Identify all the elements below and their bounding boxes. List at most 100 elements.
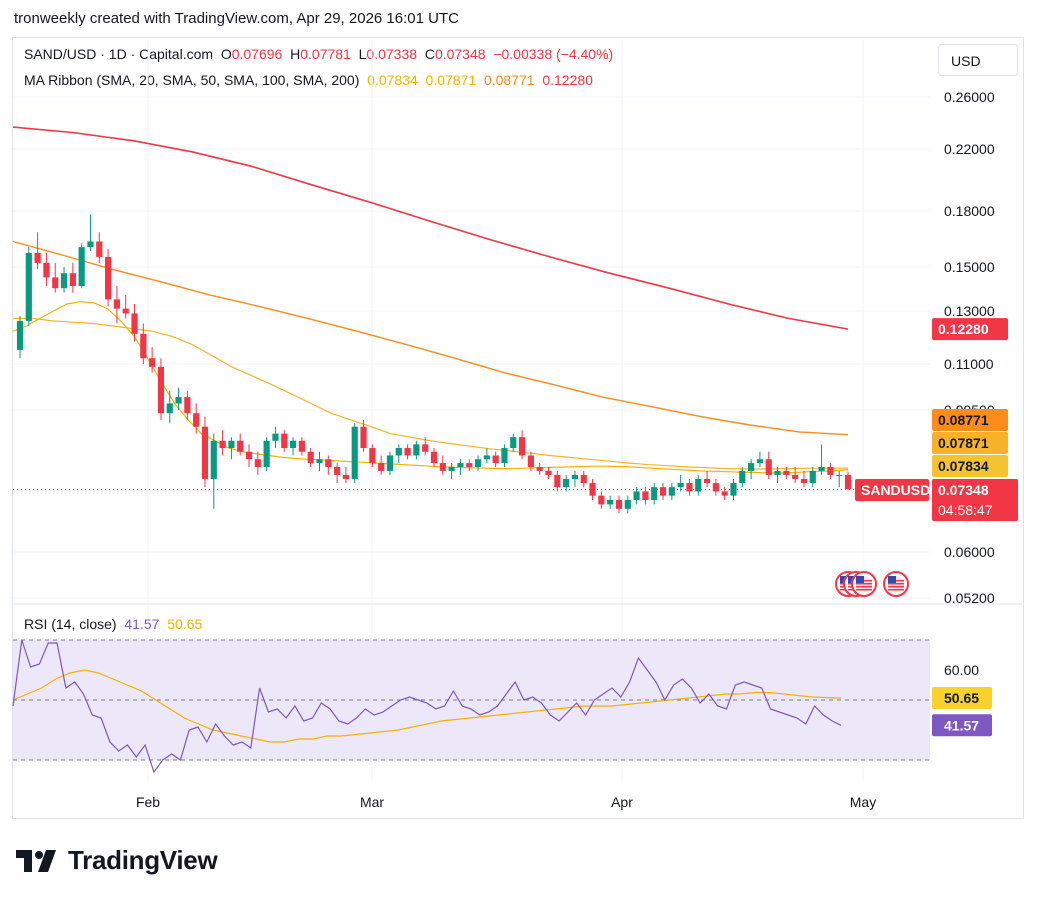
rsi-title[interactable]: RSI (14, close) [24, 616, 117, 632]
candle-body [792, 474, 799, 479]
candle-body [598, 495, 605, 505]
price-tick-label: 0.11000 [944, 356, 994, 372]
flag-stripe [856, 589, 872, 591]
candle-body [342, 474, 349, 479]
candle-body [659, 487, 667, 496]
candle-body [140, 333, 147, 359]
candle-body [589, 483, 596, 496]
ma50-line [13, 317, 849, 470]
us-flag-icon[interactable] [851, 571, 877, 597]
rsi-line [12, 639, 842, 774]
us-flag-icon[interactable] [883, 571, 909, 597]
currency-button[interactable]: USD [938, 44, 1018, 76]
candle-body [298, 440, 305, 452]
flag-stripe [888, 583, 904, 585]
ma-ribbon-title[interactable]: MA Ribbon (SMA, 20, SMA, 50, SMA, 100, S… [24, 72, 360, 88]
rsi-legend-ma-value: 50.65 [167, 616, 203, 632]
candle-body [527, 455, 534, 467]
price-tick-label: 0.22000 [944, 141, 995, 157]
candle-body [422, 444, 429, 452]
rsi-tick-label: 60.00 [944, 662, 979, 678]
candle-body [827, 466, 834, 475]
ma20-line [12, 301, 849, 474]
candle-body [193, 413, 200, 427]
ma100-badge: 0.08771 [938, 412, 989, 428]
candle-body [651, 487, 658, 500]
rsi-ma-badge: 50.65 [944, 690, 979, 706]
time-tick-label: Mar [360, 794, 384, 810]
candle-body [96, 241, 103, 257]
price-axis[interactable]: 0.26000 0.22000 0.18000 0.15000 0.13000 0.110… [944, 89, 995, 606]
ma20-value: 0.07834 [367, 72, 418, 88]
high-label: H [290, 46, 301, 62]
time-axis[interactable]: Feb Mar Apr May [136, 794, 876, 810]
chart-frame[interactable] [12, 37, 1024, 819]
low-value: 0.07338 [366, 46, 418, 62]
symbol-label[interactable]: SAND/USD · 1D · Capital.com [24, 46, 214, 62]
low-label: L [358, 46, 367, 62]
ma-ribbon [12, 126, 849, 474]
candle-body [695, 478, 702, 492]
flag-stripe [856, 586, 872, 588]
candle-body [16, 320, 24, 350]
ma-ribbon-legend: MA Ribbon (SMA, 20, SMA, 50, SMA, 100, S… [24, 72, 593, 88]
ma200-badge: 0.12280 [938, 321, 989, 337]
rsi-ma-line [12, 669, 842, 743]
rsi-badge-bg [932, 714, 992, 737]
tradingview-logo-text: TradingView [68, 845, 218, 875]
price-tick-label: 0.18000 [944, 203, 995, 219]
price-legend: SAND/USD · 1D · Capital.com O0.07696 H0.… [24, 46, 613, 62]
countdown-badge: 04:58:47 [938, 502, 993, 518]
candle-body [113, 299, 120, 309]
candle-body [34, 252, 41, 263]
time-tick-label: Feb [136, 794, 160, 810]
candle-body [501, 448, 508, 464]
candle-body [325, 459, 332, 467]
rsi-legend: RSI (14, close) 41.57 50.65 [24, 616, 202, 632]
candle-body [149, 358, 156, 367]
ma200-value: 0.12280 [542, 72, 593, 88]
ma200-badge-bg [932, 318, 1008, 341]
price-tick-label: 0.06000 [944, 544, 995, 560]
ma100-badge-bg [932, 409, 1008, 431]
candle-body [360, 426, 367, 449]
price-tick-label: 0.15000 [944, 259, 995, 275]
candle-body [263, 440, 270, 467]
candle-body [184, 397, 191, 414]
candle-body [351, 426, 358, 479]
candle-body [607, 499, 614, 505]
candle-body [307, 451, 314, 464]
candles [13, 214, 930, 514]
candle-body [739, 470, 746, 484]
candle-body [615, 499, 623, 509]
candle-body [43, 262, 50, 278]
flag-canton [856, 576, 864, 583]
candle-body [210, 440, 217, 479]
ma50-badge-bg [932, 432, 1008, 454]
candle-body [334, 466, 341, 475]
candle-body [545, 470, 552, 475]
candle-body [52, 277, 59, 289]
candle-body [87, 241, 94, 248]
candle-body [395, 448, 402, 456]
chart-attribution: tronweekly created with TradingView.com,… [14, 10, 459, 27]
candle-body [378, 463, 385, 471]
symbol-badge-bg [855, 479, 929, 501]
candle-body [818, 466, 825, 471]
close-value: 0.07348 [434, 46, 486, 62]
candle-body [483, 455, 490, 460]
candle-body [536, 466, 543, 471]
candle-body [686, 483, 693, 492]
tradingview-logo[interactable]: TradingView [16, 845, 218, 876]
candle-body [519, 437, 526, 456]
ma50-badge: 0.07871 [938, 435, 989, 451]
candle-body [457, 463, 464, 467]
candle-body [237, 440, 244, 452]
price-tick-label: 0.26000 [944, 89, 995, 105]
open-label: O [220, 46, 232, 62]
candle-body [756, 459, 763, 464]
event-flags[interactable] [835, 571, 909, 597]
candle-body [157, 366, 165, 414]
price-tick-label: 0.05200 [944, 590, 995, 606]
